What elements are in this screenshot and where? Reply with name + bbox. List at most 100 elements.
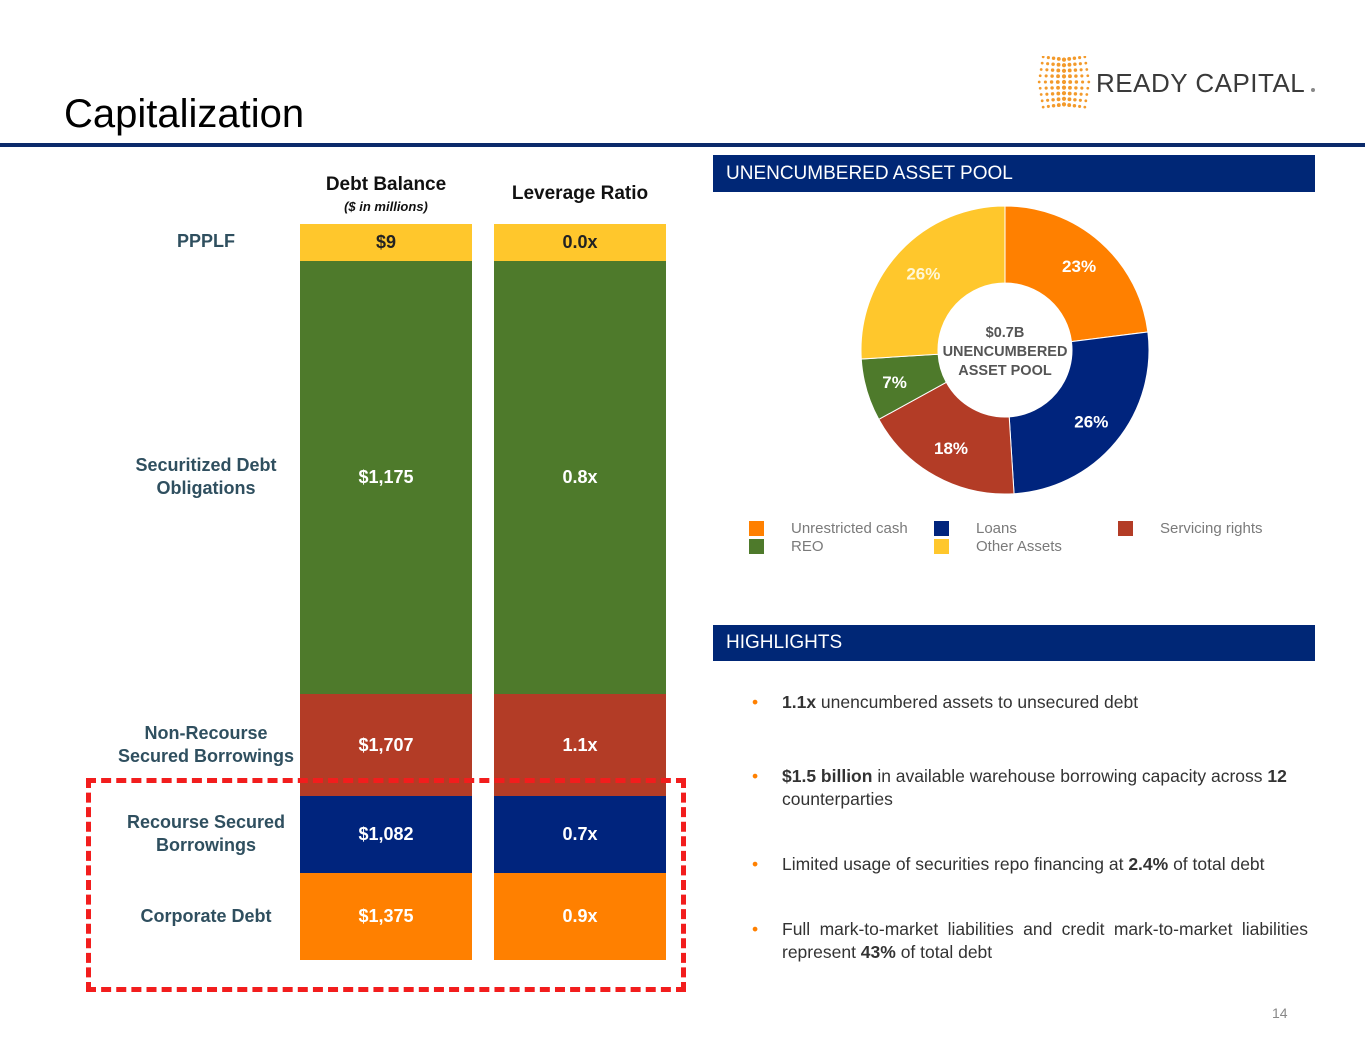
logo-dot bbox=[1056, 103, 1061, 107]
logo-dot bbox=[1072, 56, 1077, 60]
asset-pool-donut: 23% 26% 18% 7% 26% $0.7B UNENCUMBERED ASSET POO… bbox=[860, 205, 1150, 495]
logo-dot bbox=[1055, 80, 1060, 84]
legend-swatch bbox=[934, 521, 949, 536]
highlight-emphasis: 2.4% bbox=[1128, 854, 1169, 874]
logo-dot bbox=[1061, 102, 1067, 107]
row-label-line: Recourse Secured bbox=[126, 812, 286, 832]
logo-dot bbox=[1067, 62, 1072, 67]
leverage-bar-segment: 0.0x bbox=[494, 224, 666, 261]
logo-dot bbox=[1056, 57, 1061, 61]
logo-dot bbox=[1085, 68, 1089, 71]
legend-label: Loans bbox=[976, 520, 1017, 537]
logo-dot bbox=[1085, 93, 1089, 96]
donut-slice-label: 7% bbox=[882, 373, 907, 392]
legend-swatch bbox=[749, 539, 764, 554]
logo-dot bbox=[1040, 99, 1044, 103]
row-label: Securitized Debt Obligations bbox=[106, 454, 306, 500]
logo-dot bbox=[1061, 68, 1067, 73]
logo-dot bbox=[1051, 62, 1055, 66]
logo-dot bbox=[1073, 98, 1077, 102]
logo-dot bbox=[1046, 62, 1050, 66]
debt-balance-subheader: ($ in millions) bbox=[344, 199, 428, 214]
legend-label: REO bbox=[791, 538, 824, 555]
donut-slice bbox=[860, 205, 1006, 360]
logo-dot bbox=[1078, 62, 1082, 66]
logo-dot bbox=[1061, 96, 1067, 101]
logo-dot bbox=[1068, 85, 1072, 90]
logo-dot bbox=[1074, 74, 1078, 78]
highlight-dashed-box bbox=[86, 778, 686, 992]
logo-dot bbox=[1067, 68, 1072, 73]
debt-balance-header: Debt Balance bbox=[325, 174, 447, 195]
logo-dot bbox=[1056, 62, 1061, 67]
donut-slice-label: 26% bbox=[906, 264, 940, 283]
bullet-icon: • bbox=[752, 919, 759, 939]
logo-dot bbox=[1051, 104, 1056, 108]
logo-dot bbox=[1038, 86, 1042, 90]
legend-label: Servicing rights bbox=[1160, 520, 1263, 537]
asset-pool-banner: UNENCUMBERED ASSET POOL bbox=[713, 155, 1315, 192]
highlight-fragment: Limited usage of securities repo financi… bbox=[782, 854, 1129, 874]
highlight-emphasis: 12 bbox=[1267, 766, 1287, 786]
highlight-fragment: of total debt bbox=[895, 942, 993, 962]
highlight-fragment: in available warehouse borrowing capacit… bbox=[872, 766, 1268, 786]
donut-slice-label: 23% bbox=[1062, 257, 1096, 276]
debt-bar-segment: $1,375 bbox=[300, 873, 472, 960]
logo-dot bbox=[1061, 91, 1067, 96]
logo-dot bbox=[1043, 80, 1047, 84]
donut-slice bbox=[1004, 205, 1149, 343]
row-label-line: Corporate Debt bbox=[140, 905, 272, 926]
logo-dot bbox=[1074, 80, 1079, 84]
logo-dot bbox=[1050, 86, 1054, 90]
logo-dot bbox=[1086, 86, 1090, 90]
logo-dot bbox=[1041, 56, 1045, 59]
page-title: Capitalization bbox=[64, 92, 305, 136]
highlight-item: • 1.1x unencumbered assets to unsecured d… bbox=[752, 691, 1308, 714]
logo-dot bbox=[1084, 99, 1088, 103]
logo-dot bbox=[1039, 68, 1043, 71]
registered-mark-icon bbox=[1311, 88, 1315, 92]
donut-slice-label: 18% bbox=[934, 439, 968, 458]
logo-dot bbox=[1068, 80, 1073, 84]
leverage-ratio-header: Leverage Ratio bbox=[511, 183, 649, 204]
logo-dot bbox=[1086, 74, 1090, 78]
logo-dot bbox=[1041, 105, 1045, 109]
donut-slice-label: 26% bbox=[1074, 412, 1108, 431]
row-label-line: Borrowings bbox=[155, 835, 256, 855]
logo-dot bbox=[1081, 80, 1085, 84]
legend-label: Unrestricted cash bbox=[791, 520, 908, 537]
highlight-emphasis: 1.1x bbox=[782, 692, 817, 712]
highlight-fragment: unencumbered assets to unsecured debt bbox=[816, 692, 1139, 712]
bullet-icon: • bbox=[752, 766, 759, 786]
row-label: Recourse Secured Borrowings bbox=[106, 811, 306, 857]
highlight-fragment: Full mark-to-market liabilities and cred… bbox=[782, 919, 1308, 962]
highlight-item: • $1.5 billion in available warehouse bor… bbox=[752, 765, 1308, 811]
title-divider bbox=[0, 143, 1365, 147]
donut-slice bbox=[878, 381, 1015, 495]
highlight-text: Limited usage of securities repo financi… bbox=[782, 853, 1308, 876]
logo-dot bbox=[1051, 56, 1056, 60]
logo-dot bbox=[1079, 92, 1083, 96]
logo-dot bbox=[1083, 56, 1087, 59]
logo-dot bbox=[1087, 80, 1091, 84]
logo-dot bbox=[1039, 93, 1043, 96]
bullet-icon: • bbox=[752, 692, 759, 712]
logo-dot bbox=[1078, 104, 1082, 108]
highlight-item: • Full mark-to-market liabilities and cre… bbox=[752, 918, 1308, 964]
logo-dot bbox=[1056, 68, 1061, 73]
logo-dot bbox=[1067, 57, 1072, 61]
logo-dot bbox=[1046, 98, 1050, 102]
highlight-text: Full mark-to-market liabilities and cred… bbox=[782, 918, 1308, 964]
debt-bar-segment: $1,175 bbox=[300, 261, 472, 694]
ready-capital-logo-icon bbox=[1037, 56, 1315, 109]
donut-slice bbox=[1008, 331, 1150, 495]
logo-dot bbox=[1044, 86, 1048, 90]
donut-center-label: UNENCUMBERED bbox=[943, 344, 1068, 360]
logo-dot bbox=[1084, 61, 1088, 65]
logo-dot bbox=[1045, 92, 1049, 96]
logo-dot bbox=[1038, 74, 1042, 78]
row-label-line: Securitized Debt bbox=[135, 455, 277, 475]
highlight-emphasis: $1.5 billion bbox=[782, 766, 873, 786]
highlights-banner: HIGHLIGHTS bbox=[713, 625, 1315, 661]
logo-dot bbox=[1061, 63, 1067, 68]
